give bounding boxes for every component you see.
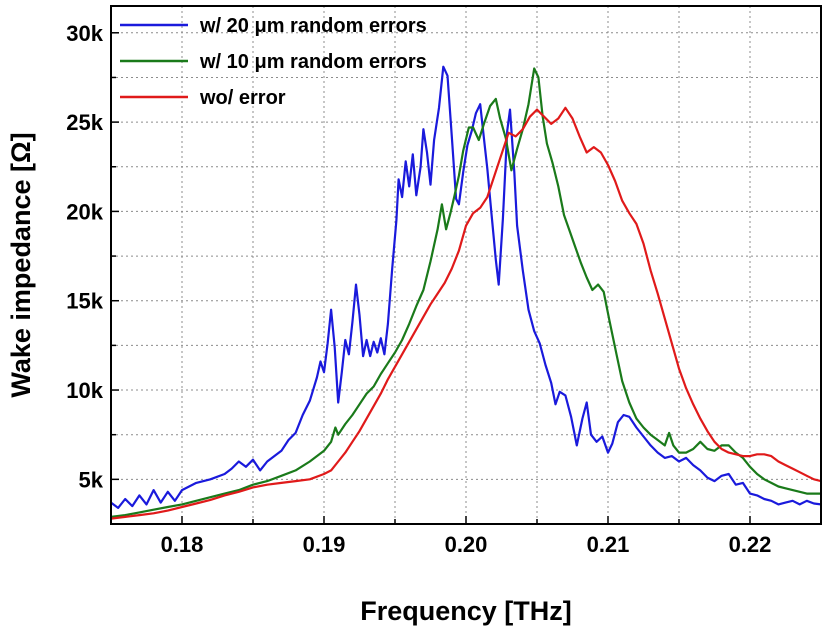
x-tick-label: 0.19 — [303, 532, 346, 557]
legend-label-3: wo/ error — [199, 87, 286, 109]
series-line-1 — [111, 65, 821, 509]
x-tick-label: 0.22 — [729, 532, 772, 557]
ticks — [110, 32, 822, 525]
y-tick-label: 25k — [66, 110, 103, 135]
y-tick-label: 5k — [79, 467, 104, 492]
y-axis-title: Wake impedance [Ω] — [6, 132, 36, 397]
grid — [110, 6, 822, 525]
tick-labels: 0.18 0.19 0.20 0.21 0.22 5k 10k 15k 20k 25k 30k — [66, 21, 771, 557]
y-tick-label: 10k — [66, 378, 103, 403]
series-layer — [111, 65, 821, 520]
y-tick-label: 30k — [66, 21, 103, 46]
legend: w/ 20 μm random errors w/ 10 μm random er… — [120, 15, 427, 109]
y-tick-label: 15k — [66, 289, 103, 314]
x-tick-label: 0.21 — [587, 532, 630, 557]
legend-label-2: w/ 10 μm random errors — [199, 51, 427, 73]
series-line-3 — [111, 106, 821, 520]
x-axis-title: Frequency [THz] — [360, 596, 572, 626]
legend-label-1: w/ 20 μm random errors — [199, 15, 427, 37]
x-tick-label: 0.18 — [161, 532, 204, 557]
x-tick-label: 0.20 — [445, 532, 488, 557]
series-line-2 — [111, 67, 821, 518]
y-tick-label: 20k — [66, 199, 103, 224]
